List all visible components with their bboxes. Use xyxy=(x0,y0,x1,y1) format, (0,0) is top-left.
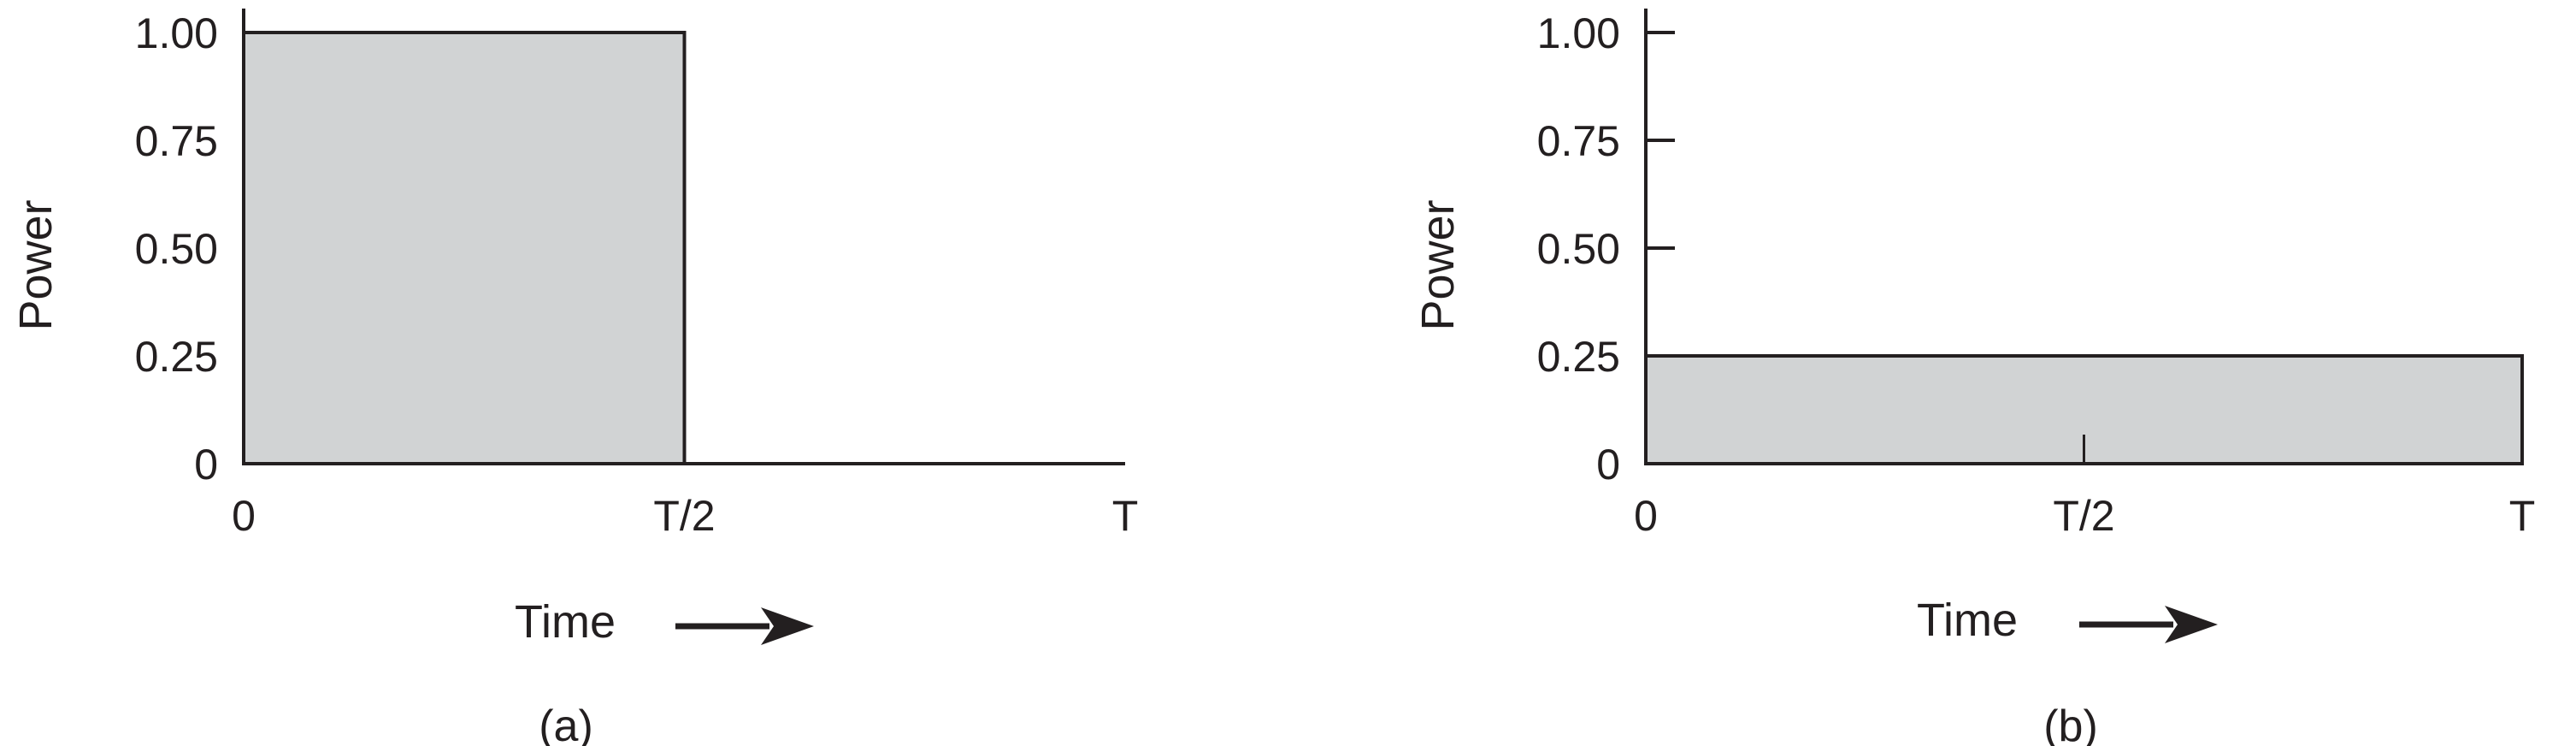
x-tick-label: 0 xyxy=(232,492,256,540)
time-arrow xyxy=(2079,606,2218,643)
x-tick-label: T xyxy=(2509,492,2536,540)
x-axis-title: Time xyxy=(1917,595,2018,646)
y-tick-label: 1.00 xyxy=(1537,9,1620,57)
y-tick-label: 0.25 xyxy=(135,333,218,381)
y-axis-title: Power xyxy=(10,199,62,330)
y-tick-label: 0.75 xyxy=(135,117,218,165)
y-tick-label: 0 xyxy=(1596,441,1620,488)
y-tick-label: 0.25 xyxy=(1537,333,1620,381)
y-tick-label: 0.75 xyxy=(1537,117,1620,165)
y-axis-title: Power xyxy=(1412,199,1464,330)
x-axis-title: Time xyxy=(515,596,616,648)
chart-panel-b: Power Time (b) 0 0.25 0.50 0.75 1.00 0 T/2 T xyxy=(1412,9,2535,746)
chart-panel-a: Power Time (a) 0 0.25 0.50 0.75 1.00 0 T/2 T xyxy=(10,9,1138,746)
panel-caption: (a) xyxy=(539,702,593,746)
y-tick-label: 0.50 xyxy=(135,225,218,273)
panel-caption: (b) xyxy=(2043,702,2098,746)
x-tick-label: T xyxy=(1112,492,1139,540)
y-tick-label: 0 xyxy=(194,441,218,488)
x-tick-label: T/2 xyxy=(653,492,715,540)
series-area-0 xyxy=(242,31,1125,465)
y-tick-label: 0.50 xyxy=(1537,225,1620,273)
time-arrow-head xyxy=(2165,606,2218,643)
time-arrow-head xyxy=(761,607,814,645)
time-arrow xyxy=(675,607,814,645)
x-tick-label: T/2 xyxy=(2053,492,2114,540)
y-tick-label: 1.00 xyxy=(135,9,218,57)
x-tick-label: 0 xyxy=(1634,492,1658,540)
